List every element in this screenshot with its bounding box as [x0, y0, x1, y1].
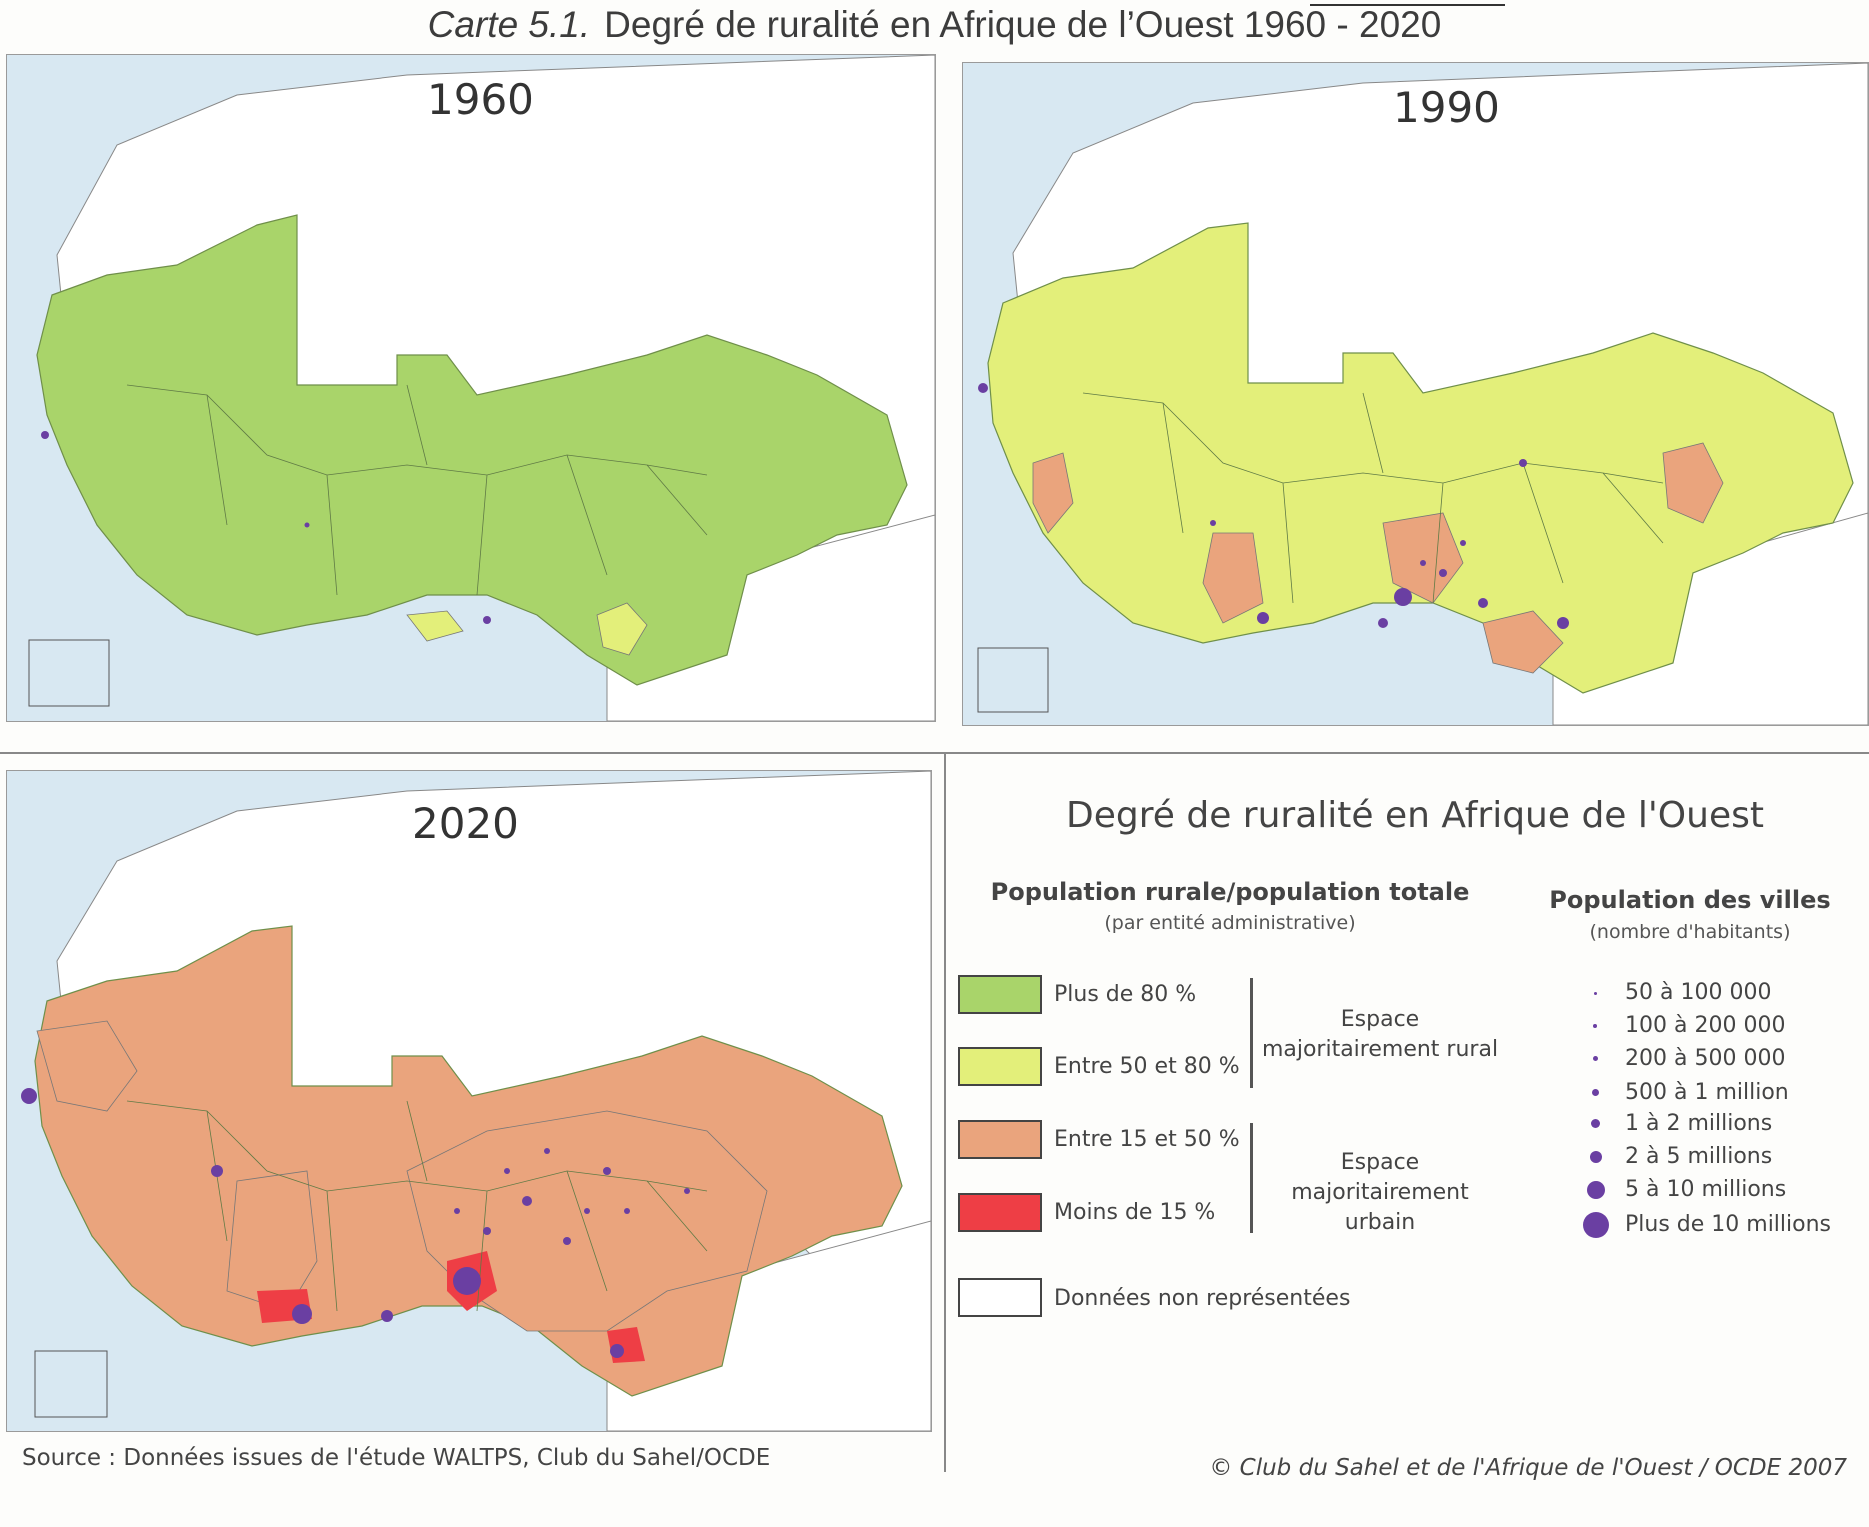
copyright-note: © Club du Sahel et de l'Afrique de l'Oue…: [1209, 1455, 1847, 1481]
city-size-label: 100 à 200 000: [1625, 1013, 1786, 1038]
city-size-row: 100 à 200 000: [1570, 1011, 1860, 1045]
city-size-row: 500 à 1 million: [1570, 1078, 1860, 1112]
map-year-label: 1960: [427, 75, 534, 124]
cape-verde-inset: [977, 647, 1049, 713]
admin-borders: [1082, 392, 1664, 604]
map-panel-1960: 1960: [6, 54, 936, 722]
class-label-no-data: Données non représentées: [1054, 1286, 1351, 1311]
urban-bracket: [1250, 1123, 1253, 1233]
map-year-label: 1990: [1393, 83, 1500, 132]
map-year-label: 2020: [412, 799, 519, 848]
figure-title-text: Degré de ruralité en Afrique de l’Ouest …: [604, 4, 1442, 45]
city-size-dot: [1594, 992, 1597, 995]
city-size-row: Plus de 10 millions: [1570, 1210, 1860, 1244]
city-size-dot: [1587, 1181, 1605, 1199]
vertical-divider: [944, 752, 946, 1472]
class-label-50-80: Entre 50 et 80 %: [1054, 1054, 1240, 1079]
urban-region-ivory-coast: [226, 1170, 318, 1312]
figure-number: Carte 5.1.: [427, 4, 591, 45]
source-note: Source : Données issues de l'étude WALTP…: [22, 1445, 771, 1471]
city-size-row: 2 à 5 millions: [1570, 1142, 1860, 1176]
swatch-plus-80: [958, 975, 1042, 1014]
figure-title: Carte 5.1. Degré de ruralité en Afrique d…: [0, 4, 1869, 46]
city-size-row: 5 à 10 millions: [1570, 1175, 1860, 1209]
city-size-row: 1 à 2 millions: [1570, 1109, 1860, 1143]
cities-subheading: (nombre d'habitants): [1589, 921, 1791, 943]
urban-region-d: [1662, 442, 1724, 524]
map-panel-2020: 2020: [6, 770, 932, 1432]
urban-space-label: Espace majoritairement urbain: [1291, 1150, 1469, 1235]
city-size-dot: [1591, 1119, 1600, 1128]
swatch-15-50: [958, 1120, 1042, 1159]
rural-subheading: (par entité administrative): [1104, 912, 1356, 934]
rural-bracket: [1250, 978, 1253, 1088]
city-size-label: 200 à 500 000: [1625, 1046, 1786, 1071]
cape-verde-inset: [34, 1350, 108, 1418]
city-size-label: Plus de 10 millions: [1625, 1212, 1832, 1237]
map-panel-1990: 1990: [962, 62, 1869, 726]
swatch-50-80: [958, 1047, 1042, 1086]
title-rule: [1310, 4, 1505, 6]
city-size-dot: [1593, 1056, 1598, 1061]
swatch-no-data: [958, 1278, 1042, 1317]
urban-region-senegal: [36, 1020, 138, 1112]
urban-region-e: [1032, 452, 1074, 534]
west-africa-landmass: [36, 214, 908, 686]
map-2020: [7, 771, 931, 1431]
horizontal-divider: [0, 752, 1869, 754]
city-size-label: 2 à 5 millions: [1625, 1144, 1773, 1169]
swatch-moins-15: [958, 1193, 1042, 1232]
city-size-dot: [1583, 1212, 1609, 1238]
city-dots: [41, 431, 491, 624]
class-label-plus-80: Plus de 80 %: [1054, 982, 1197, 1007]
urban-region-b: [1202, 532, 1264, 624]
city-size-dot: [1592, 1089, 1599, 1096]
admin-borders: [126, 384, 708, 596]
map-1990: [963, 63, 1868, 725]
urban-region-b: [406, 610, 464, 642]
cities-heading: Population des villes: [1549, 886, 1831, 914]
rural-heading: Population rurale/population totale: [990, 878, 1470, 906]
city-dots: [978, 383, 1569, 629]
city-dots: [21, 1088, 690, 1358]
city-size-dot: [1590, 1151, 1602, 1163]
city-size-row: 50 à 100 000: [1570, 978, 1860, 1012]
legend-title: Degré de ruralité en Afrique de l'Ouest: [1066, 795, 1764, 836]
urban-region-a: [1382, 512, 1464, 604]
city-size-dot: [1593, 1024, 1597, 1028]
city-size-label: 1 à 2 millions: [1625, 1111, 1773, 1136]
city-size-label: 5 à 10 millions: [1625, 1177, 1787, 1202]
rural-space-label: Espace majoritairement rural: [1261, 1007, 1499, 1062]
city-size-label: 50 à 100 000: [1625, 980, 1772, 1005]
class-label-15-50: Entre 15 et 50 %: [1054, 1127, 1240, 1152]
city-size-label: 500 à 1 million: [1625, 1080, 1789, 1105]
class-label-moins-15: Moins de 15 %: [1054, 1200, 1216, 1225]
cape-verde-inset: [28, 639, 110, 707]
urban-region-c: [1482, 610, 1564, 674]
urban-region-a: [596, 602, 648, 656]
map-1960: [7, 55, 935, 721]
city-size-row: 200 à 500 000: [1570, 1044, 1860, 1078]
